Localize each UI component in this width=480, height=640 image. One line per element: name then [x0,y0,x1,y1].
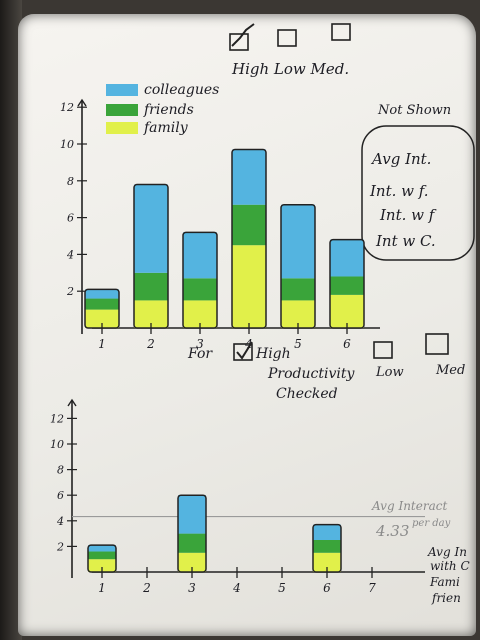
y-tick-label: 6 [57,489,64,502]
x-tick-label: 2 [146,337,155,351]
y-tick-label: 2 [66,285,74,298]
checkbox-low[interactable] [278,30,296,46]
x-tick-label: 4 [232,581,241,595]
bar-segment-family [232,245,266,328]
x-tick-label: 1 [98,581,106,595]
bottom-annotations: Avg Interact 4.33 per day Avg In with C … [371,499,470,605]
checkbox-productivity-low[interactable] [374,342,392,358]
side-note-line-3: Int. w f [379,206,437,224]
legend-label-colleagues: colleagues [144,82,219,98]
legend-swatch-family [106,122,138,134]
side-note-line-1: Avg Int. [370,150,431,168]
y-tick-label: 12 [50,412,64,425]
top-checkbox-labels: High Low Med. [231,60,349,78]
bar-segment-friends [134,273,168,301]
y-tick-label: 4 [66,248,74,261]
y-tick-label: 10 [50,438,64,451]
x-tick-label: 5 [278,581,286,595]
side-note: Not Shown Avg Int. Int. w f. Int. w f In… [362,103,474,260]
bar-segment-colleagues [134,184,168,272]
legend-label-family: family [143,120,189,136]
bar-segment-friends [183,278,217,300]
x-tick-label: 3 [188,581,196,595]
legend-label-friends: friends [143,102,194,118]
right-label-4: frien [431,591,461,605]
y-tick-label: 8 [67,175,74,188]
right-label-2: with C [430,559,470,573]
bar-segment-colleagues [232,150,266,205]
bar-segment-colleagues [85,289,119,298]
bar-segment-colleagues [183,232,217,278]
bar-segment-colleagues [281,205,315,279]
x-tick-label: 1 [98,337,106,351]
checkbox-high[interactable] [230,34,248,50]
right-label-3: Fami [429,575,460,589]
x-tick-label: 6 [343,337,351,351]
middle-label-productivity: Productivity [267,366,355,382]
legend-swatch-friends [106,104,138,116]
middle-prefix: For [187,346,213,362]
bar-segment-colleagues [330,240,364,277]
middle-label-med: Med [435,363,465,378]
x-tick-label: 7 [368,581,376,595]
bar-segment-friends [88,552,116,560]
check-mark-scribble-icon [232,24,254,46]
x-tick-label: 5 [294,337,302,351]
y-tick-label: 6 [67,212,74,225]
y-tick-label: 10 [60,138,74,151]
avg-interact-value: 4.33 [375,522,409,540]
side-note-line-2: Int. w f. [369,182,429,200]
side-note-title: Not Shown [377,103,451,118]
legend-swatch-colleagues [106,84,138,96]
middle-label-high: High [255,346,291,362]
avg-interact-suffix: per day [412,518,451,529]
bar-segment-colleagues [178,495,206,533]
checkbox-productivity-med[interactable] [426,334,448,354]
bar-segment-friends [330,276,364,294]
y-tick-label: 8 [57,464,64,477]
right-label-1: Avg In [427,545,467,559]
top-checkbox-group: High Low Med. [230,24,350,78]
middle-label-checked: Checked [276,386,338,402]
x-tick-label: 6 [323,581,331,595]
bar-segment-friends [232,205,266,245]
y-tick-label: 4 [56,515,64,528]
y-tick-label: 12 [60,101,74,114]
middle-label-low: Low [375,365,404,380]
side-note-line-4: Int w C. [375,232,436,250]
avg-interact-label: Avg Interact [371,499,447,513]
middle-controls: For High Productivity Checked Low Med [187,334,465,402]
checkbox-med[interactable] [332,24,350,40]
bar-segment-friends [178,534,206,553]
bar-segment-friends [85,299,119,310]
bar-segment-colleagues [313,525,341,540]
bar-segment-friends [281,278,315,300]
bar-segment-colleagues [88,545,116,551]
bar-segment-friends [313,540,341,553]
x-tick-label: 2 [142,581,151,595]
legend: colleagues friends family [106,82,219,136]
y-tick-label: 2 [56,540,64,553]
